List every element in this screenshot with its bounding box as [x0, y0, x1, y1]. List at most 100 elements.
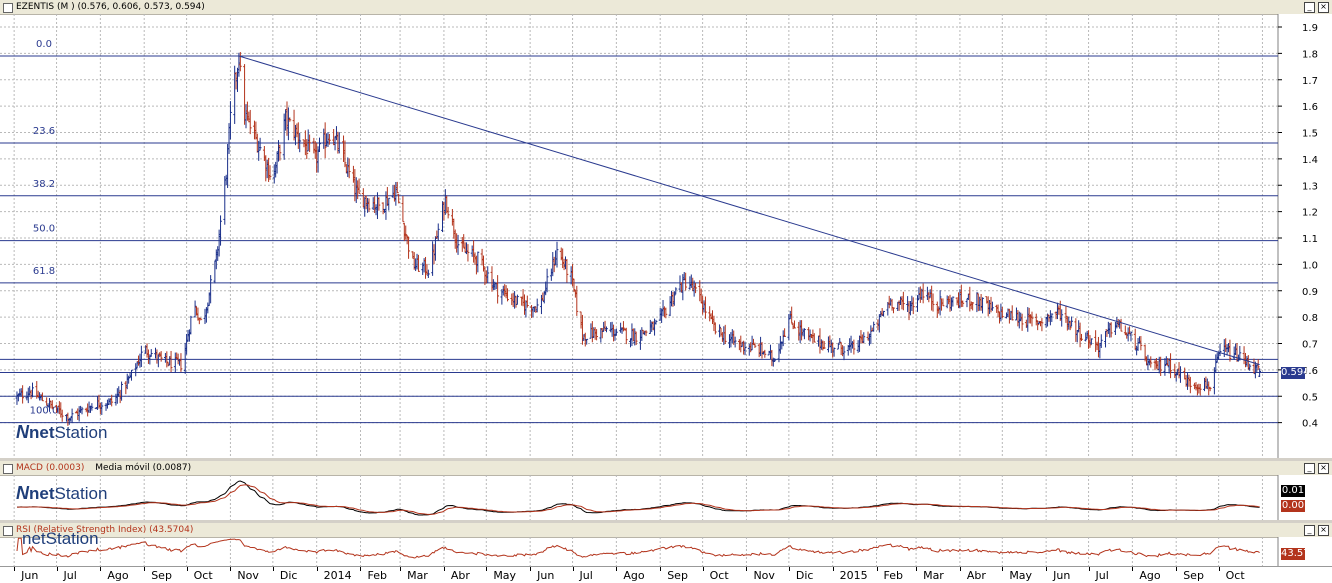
price-pane: EZENTIS (M ) (0.576, 0.606, 0.573, 0.594…: [0, 0, 1332, 458]
price-bar: [323, 122, 327, 159]
macd-value-badge: 0.01: [1281, 485, 1305, 497]
macd-chart[interactable]: [0, 475, 1332, 520]
minimize-button[interactable]: _: [1304, 463, 1315, 474]
price-bar: [288, 117, 292, 122]
price-bar: [377, 197, 381, 211]
x-tick: [443, 567, 445, 571]
x-tick-label: Abr: [450, 569, 470, 582]
price-bar: [456, 234, 460, 255]
y-tick-label: 1.1: [1302, 234, 1318, 245]
x-tick-label: 2015: [839, 569, 868, 582]
close-button[interactable]: ×: [1318, 2, 1329, 13]
minimize-button[interactable]: _: [1304, 2, 1315, 13]
price-bar: [753, 342, 757, 348]
x-tick: [100, 567, 102, 571]
price-bars: [15, 52, 1262, 426]
rsi-logo-partial: netStation: [22, 532, 99, 545]
price-bar: [100, 402, 104, 415]
pane-icon: [3, 464, 13, 474]
price-bar: [1109, 322, 1113, 338]
price-bar: [773, 358, 777, 362]
price-bar: [1119, 318, 1123, 332]
price-bar: [1129, 331, 1133, 342]
x-tick-label: Oct: [193, 569, 213, 582]
price-chart[interactable]: 0.4 0.5 0.6 0.7 0.8 0.9 1.0 1.1 1.2 1.3 1.4 1.5 1.6 1…: [0, 14, 1332, 458]
x-tick: [186, 567, 188, 571]
price-bar: [790, 306, 794, 324]
y-tick-label: 1.2: [1302, 208, 1318, 219]
price-bar: [672, 291, 676, 306]
x-tick: [959, 567, 961, 571]
price-bar: [862, 332, 866, 343]
price-bar: [585, 338, 589, 345]
price-bar: [1218, 343, 1222, 357]
price-bar: [337, 132, 341, 154]
price-bar: [869, 325, 873, 345]
price-bar: [516, 294, 519, 305]
fibonacci-levels: 0.0 23.6 38.2 50.0 61.8 100.0: [0, 39, 1278, 424]
price-bar: [1228, 339, 1232, 362]
price-bar: [169, 350, 173, 373]
price-bar: [975, 292, 979, 313]
price-bar: [694, 282, 697, 294]
price-bar: [1179, 366, 1182, 383]
price-pane-titlebar: EZENTIS (M ) (0.576, 0.606, 0.573, 0.594…: [0, 0, 1332, 15]
price-bar: [664, 307, 668, 319]
logo-text-b: Station: [54, 423, 108, 442]
logo-text-a: net: [29, 484, 55, 503]
rsi-chart[interactable]: [0, 537, 1332, 566]
rsi-title: RSI (Relative Strength Index) (43.5704): [16, 525, 194, 535]
price-bar: [278, 144, 282, 161]
y-tick-label: 0.5: [1302, 392, 1318, 403]
price-bar: [565, 258, 569, 283]
y-tick-label: 1.5: [1302, 129, 1318, 140]
rsi-pane-titlebar: RSI (Relative Strength Index) (43.5704) …: [0, 523, 1332, 538]
price-bar: [248, 109, 252, 135]
price-bar: [1030, 311, 1034, 327]
trendline[interactable]: [238, 55, 1260, 366]
price-bar: [318, 137, 321, 152]
time-axis: Jun Jul Ago Sep Oct Nov Dic 2014 Feb Mar Abr May Jun…: [0, 566, 1332, 583]
logo-mark: N: [16, 483, 29, 503]
price-bar: [872, 321, 876, 332]
price-bar: [80, 406, 84, 415]
price-bar: [1000, 306, 1004, 319]
price-bar: [921, 283, 925, 304]
price-pane-title: EZENTIS (M ) (0.576, 0.606, 0.573, 0.594…: [16, 2, 205, 12]
price-bar: [434, 236, 437, 261]
close-button[interactable]: ×: [1318, 463, 1329, 474]
close-button[interactable]: ×: [1318, 525, 1329, 536]
price-bar: [622, 321, 625, 332]
price-bar: [397, 193, 401, 204]
fib-label: 61.8: [33, 266, 55, 277]
price-bar: [941, 298, 945, 307]
price-bar: [882, 310, 885, 317]
fib-label: 100.0: [30, 406, 59, 417]
x-tick: [14, 567, 16, 571]
price-bar: [812, 333, 816, 343]
y-tick-label: 1.7: [1302, 76, 1318, 87]
netstation-logo: NnetStation: [16, 422, 107, 443]
price-bar: [130, 369, 133, 381]
price-y-axis: 0.4 0.5 0.6 0.7 0.8 0.9 1.0 1.1 1.2 1.3 1.4 1.5 1.6 1…: [1277, 14, 1332, 458]
price-bar: [1070, 316, 1073, 327]
price-bar: [387, 197, 391, 211]
price-bar: [347, 158, 351, 179]
price-bar: [961, 300, 965, 307]
price-bar: [1050, 313, 1054, 322]
x-tick: [530, 567, 532, 571]
price-bar: [838, 338, 842, 344]
x-tick: [832, 567, 834, 571]
price-bar: [476, 251, 480, 273]
price-bar: [31, 382, 34, 398]
minimize-button[interactable]: _: [1304, 525, 1315, 536]
pane-icon: [3, 3, 13, 13]
x-tick: [360, 567, 362, 571]
price-bar: [634, 331, 638, 346]
price-bar: [1036, 320, 1040, 331]
macd-title-wrap: MACD (0.0003) Media móvil (0.0087): [16, 461, 191, 475]
price-bar: [343, 140, 347, 168]
price-bar: [258, 137, 262, 151]
macd-pane-titlebar: MACD (0.0003) Media móvil (0.0087) _ ×: [0, 461, 1332, 476]
fib-label: 23.6: [33, 126, 55, 137]
